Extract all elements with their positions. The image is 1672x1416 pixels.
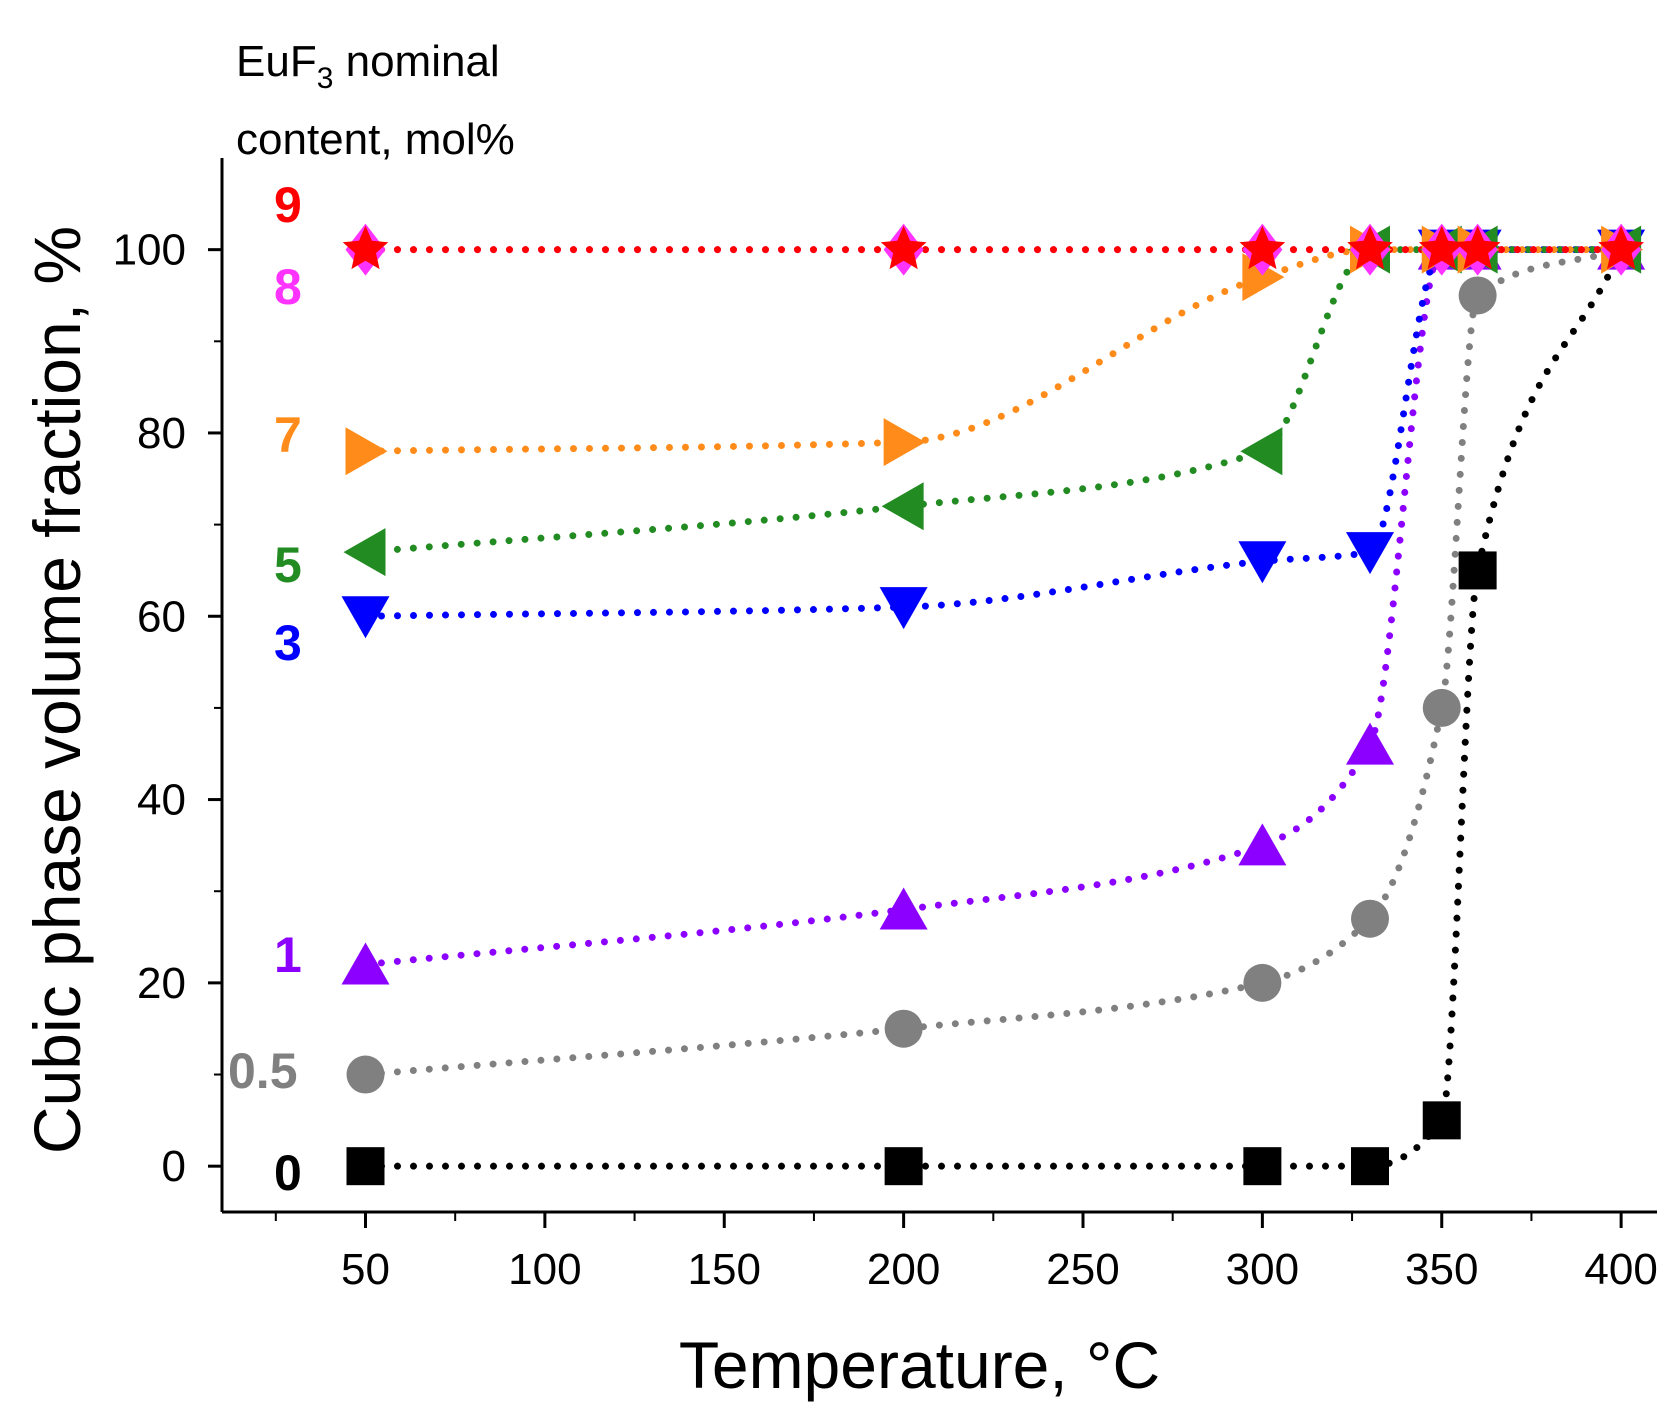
series-line-0-5 — [362, 246, 1625, 1079]
series-line-7 — [362, 246, 1625, 455]
legend-title-line2: content, mol% — [236, 115, 515, 164]
marker-0-5-5 — [1458, 276, 1497, 315]
x-tick-label: 350 — [1405, 1245, 1478, 1294]
y-tick-label: 0 — [162, 1142, 186, 1191]
marker-0-1 — [884, 1147, 923, 1186]
labels: 50 100 150 200 250 300 350 400020406080100Tempe… — [20, 37, 1658, 1402]
marker-0-5-4 — [1422, 688, 1461, 727]
marker-5-0 — [343, 528, 386, 577]
marker-9-1 — [880, 225, 927, 270]
series-label-1: 1 — [274, 927, 302, 983]
marker-7-0 — [345, 427, 388, 476]
marker-9-4 — [1418, 225, 1465, 270]
marker-0-5-3 — [1351, 899, 1389, 938]
x-tick-label: 100 — [508, 1245, 581, 1294]
marker-0-5 — [1458, 551, 1497, 590]
series-label-9: 9 — [274, 177, 302, 233]
series-line-5 — [362, 246, 1625, 556]
x-tick-label: 50 — [341, 1245, 390, 1294]
marker-0-2 — [1243, 1147, 1282, 1186]
marker-1-3 — [1346, 722, 1394, 765]
marker-3-1 — [879, 587, 928, 630]
y-axis-title: Cubic phase volume fraction, % — [20, 226, 94, 1154]
series-label-7: 7 — [274, 407, 302, 463]
x-axis-title: Temperature, °C — [679, 1328, 1160, 1402]
series-label-5: 5 — [274, 537, 302, 593]
x-tick-label: 300 — [1226, 1245, 1299, 1294]
marker-3-2 — [1238, 541, 1287, 584]
series-label-0: 0 — [274, 1145, 302, 1201]
marker-0-5-2 — [1243, 963, 1282, 1002]
marker-0-0 — [346, 1147, 385, 1186]
series-label-8: 8 — [274, 259, 302, 315]
marker-0-5-1 — [884, 1009, 923, 1048]
marker-1-2 — [1238, 823, 1287, 866]
x-tick-label: 200 — [867, 1245, 940, 1294]
marker-9-2 — [1239, 225, 1286, 270]
y-tick-label: 20 — [137, 959, 186, 1008]
marker-5-1 — [881, 482, 924, 531]
series-label-3: 3 — [274, 615, 302, 671]
marker-3-3 — [1346, 532, 1394, 575]
marker-1-0 — [341, 942, 390, 985]
y-tick-label: 100 — [113, 226, 186, 275]
marker-5-2 — [1240, 427, 1283, 476]
y-tick-label: 60 — [137, 592, 186, 641]
legend-title-line1: EuF3 nominal — [236, 37, 500, 95]
y-tick-label: 40 — [137, 776, 186, 825]
marker-1-1 — [879, 887, 928, 930]
series-line-3 — [362, 246, 1625, 620]
marker-7-1 — [883, 418, 926, 467]
series-line-1 — [362, 246, 1625, 969]
marker-3-0 — [341, 596, 390, 639]
marker-0-5-0 — [346, 1055, 385, 1094]
marker-9-3 — [1347, 225, 1393, 270]
series-markers — [341, 223, 1646, 1186]
series-label-0-5: 0.5 — [228, 1043, 298, 1099]
x-tick-label: 400 — [1584, 1245, 1657, 1294]
x-tick-label: 250 — [1046, 1245, 1119, 1294]
y-tick-label: 80 — [137, 409, 186, 458]
marker-9-0 — [342, 225, 389, 270]
marker-0-3 — [1351, 1147, 1389, 1186]
x-tick-label: 150 — [688, 1245, 761, 1294]
marker-9-6 — [1598, 225, 1644, 270]
marker-0-4 — [1422, 1101, 1461, 1140]
axes — [208, 158, 1657, 1228]
marker-9-5 — [1454, 225, 1501, 270]
